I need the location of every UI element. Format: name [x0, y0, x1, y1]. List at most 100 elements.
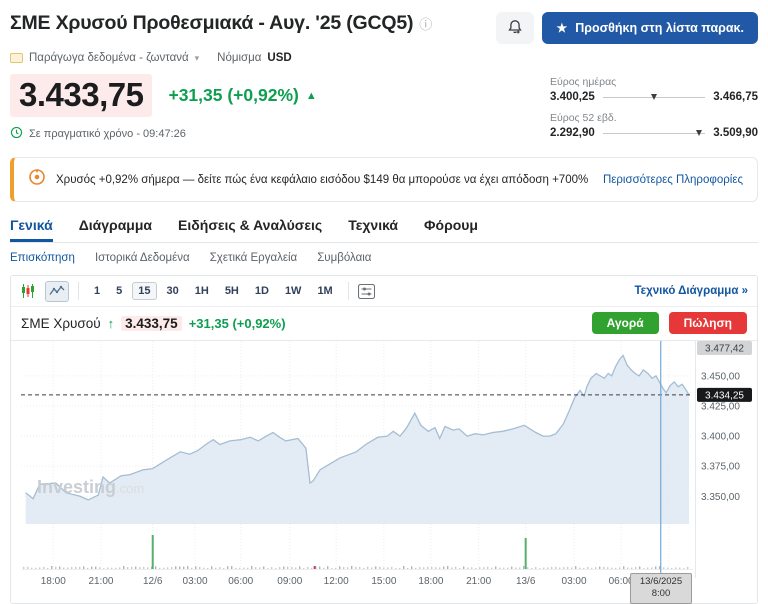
- ranges-block: Εύρος ημέρας 3.400,25 3.466,75 Εύρος 52 …: [550, 76, 758, 139]
- volume-bar: [35, 567, 37, 569]
- volume-bar: [323, 567, 325, 569]
- volume-bar: [683, 568, 685, 569]
- x-axis-label: 21:00: [466, 576, 491, 587]
- subtab-historical-data[interactable]: Ιστορικά Δεδομένα: [94, 252, 190, 264]
- x-axis-label: 12/6: [143, 576, 163, 587]
- volume-bar: [463, 566, 465, 569]
- volume-bar: [303, 568, 305, 569]
- volume-bar: [395, 568, 397, 569]
- x-axis-label: 03:00: [562, 576, 587, 587]
- promo-link[interactable]: Περισσότερες Πληροφορίες: [602, 173, 743, 186]
- timeframe-1w[interactable]: 1W: [284, 285, 302, 297]
- volume-bar: [531, 567, 533, 569]
- timeframe-5[interactable]: 5: [116, 285, 123, 297]
- volume-bar: [643, 568, 645, 569]
- timeframe-1[interactable]: 1: [94, 285, 101, 297]
- info-icon[interactable]: ⓘ: [419, 17, 433, 32]
- volume-bar: [183, 566, 185, 569]
- volume-bar: [219, 567, 221, 569]
- volume-bar: [619, 567, 621, 569]
- currency-label: Νόμισμα: [217, 52, 262, 64]
- instrument-name: ΣΜΕ Χρυσού: [21, 315, 101, 331]
- tab-general[interactable]: Γενικά: [10, 217, 53, 242]
- volume-bar: [235, 567, 237, 569]
- volume-bar: [79, 566, 81, 569]
- subtab-contracts[interactable]: Συμβόλαια: [317, 252, 372, 264]
- volume-bar: [487, 566, 489, 569]
- y-axis-label: 3.400,00: [701, 432, 740, 443]
- volume-bar: [595, 567, 597, 569]
- volume-bar: [247, 567, 249, 569]
- volume-bar: [179, 566, 181, 569]
- volume-bar: [263, 566, 265, 569]
- price-chart-canvas[interactable]: 18:00 21:00 12/6 03:00 06:00 09:00 12:00 15:00 1…: [11, 341, 757, 591]
- tab-forum[interactable]: Φόρουμ: [424, 217, 479, 233]
- technical-chart-link[interactable]: Τεχνικό Διάγραμμα »: [634, 285, 748, 297]
- timeframe-5h[interactable]: 5H: [224, 285, 239, 297]
- volume-bar: [363, 567, 365, 569]
- chart-toolbar: 1 5 15 30 1H 5H 1D 1W 1M Τεχνικό Διάγραμ…: [11, 276, 757, 307]
- x-axis-label: 18:00: [418, 576, 443, 587]
- timeframe-30[interactable]: 30: [166, 285, 179, 297]
- volume-bar: [251, 566, 253, 569]
- volume-bar: [415, 567, 417, 569]
- volume-bar: [675, 567, 677, 569]
- subtab-related-tools[interactable]: Σχετικά Εργαλεία: [209, 252, 298, 264]
- watchlist-button[interactable]: ★ Προσθήκη στη λίστα παρακ.: [542, 12, 758, 44]
- promo-text: Χρυσός +0,92% σήμερα — δείτε πώς ένα κεφ…: [56, 173, 589, 186]
- volume-bar: [59, 566, 61, 569]
- y-axis-label: 3.477,42: [705, 344, 744, 355]
- volume-bar: [555, 566, 557, 569]
- volume-bar: [379, 566, 381, 569]
- caret-down-icon[interactable]: ▾: [194, 52, 200, 63]
- volume-bar: [519, 567, 521, 569]
- volume-bar: [167, 567, 169, 569]
- volume-bar: [403, 566, 405, 569]
- timeframe-1m[interactable]: 1M: [317, 285, 333, 297]
- volume-bar: [67, 567, 69, 569]
- data-type-label[interactable]: Παράγωγα δεδομένα - ζωντανά: [29, 52, 189, 64]
- price-block: 3.433,75 +31,35 (+0,92%) ▲ Σε πραγματικό …: [10, 74, 317, 142]
- tab-technical[interactable]: Τεχνικά: [348, 217, 399, 233]
- y-axis-label: 3.434,25: [705, 390, 744, 401]
- week52-range: Εύρος 52 εβδ. 2.292,90 3.509,90: [550, 112, 758, 139]
- current-price: 3.433,75: [10, 74, 153, 117]
- volume-bar: [359, 566, 361, 569]
- timeframe-1d[interactable]: 1D: [254, 285, 269, 297]
- week52-range-low: 2.292,90: [550, 127, 595, 139]
- volume-bar: [635, 566, 637, 569]
- timeframe-buttons: 1 5 15 30 1H 5H 1D 1W 1M: [88, 282, 339, 300]
- volume-bar: [155, 566, 157, 569]
- volume-bar: [335, 567, 337, 569]
- volume-bar: [475, 568, 477, 569]
- candlestick-chart-icon[interactable]: [20, 283, 36, 299]
- crosshair-tooltip-time: 8:00: [651, 588, 671, 600]
- sell-button[interactable]: Πώληση: [668, 312, 747, 334]
- create-alert-button[interactable]: [496, 12, 535, 44]
- volume-bar: [455, 566, 457, 569]
- area-chart-icon[interactable]: [45, 280, 69, 302]
- y-axis-label: 3.375,00: [701, 462, 740, 473]
- tab-news-analysis[interactable]: Ειδήσεις & Αναλύσεις: [178, 217, 323, 233]
- indicators-icon[interactable]: [357, 283, 375, 299]
- timeframe-15[interactable]: 15: [132, 282, 157, 300]
- volume-bar: [287, 566, 289, 569]
- volume-bar: [627, 567, 629, 569]
- chart-legend-row: ΣΜΕ Χρυσού ↑ 3.433,75 +31,35 (+0,92%) Αγ…: [11, 307, 757, 341]
- volume-bar: [163, 567, 165, 569]
- volume-bar: [351, 566, 353, 569]
- volume-bar: [483, 567, 485, 569]
- volume-bar: [431, 566, 433, 569]
- volume-bar: [655, 566, 657, 569]
- buy-button[interactable]: Αγορά: [591, 312, 659, 334]
- subtab-overview[interactable]: Επισκόπηση: [10, 252, 75, 264]
- tab-chart[interactable]: Διάγραμμα: [78, 217, 153, 233]
- volume-bar: [291, 566, 293, 569]
- volume-bar: [559, 567, 561, 569]
- volume-bar: [523, 566, 525, 569]
- volume-bar: [115, 567, 117, 569]
- title-row: ΣΜΕ Χρυσού Προθεσμιακά - Αυγ. '25 (GCQ5)…: [10, 12, 758, 44]
- week52-range-marker: [695, 129, 702, 136]
- timeframe-1h[interactable]: 1H: [194, 285, 209, 297]
